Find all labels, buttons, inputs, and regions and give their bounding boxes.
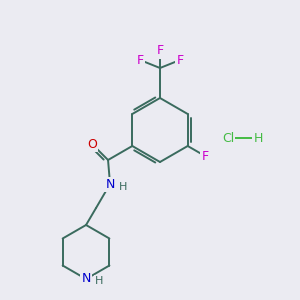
Text: O: O: [87, 137, 97, 151]
Text: N: N: [81, 272, 91, 286]
Text: H: H: [253, 131, 263, 145]
Text: H: H: [119, 182, 127, 192]
Text: N: N: [105, 178, 115, 190]
Text: F: F: [176, 53, 184, 67]
Text: Cl: Cl: [222, 131, 234, 145]
Text: H: H: [95, 276, 103, 286]
Text: F: F: [136, 53, 144, 67]
Text: F: F: [156, 44, 164, 58]
Text: F: F: [202, 149, 208, 163]
